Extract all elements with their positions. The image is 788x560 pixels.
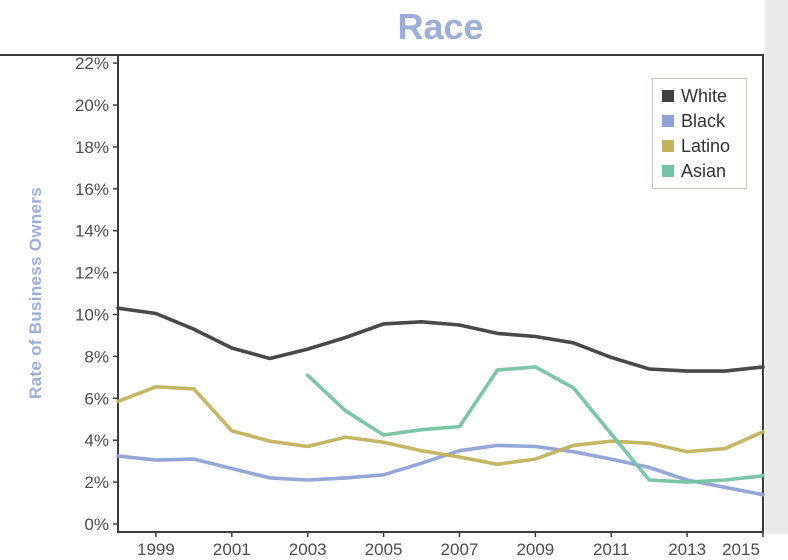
legend-swatch-latino — [662, 140, 674, 152]
legend: White Black Latino Asian — [652, 78, 747, 189]
svg-text:10%: 10% — [75, 306, 109, 325]
page-background-strip — [765, 0, 788, 534]
svg-text:1999: 1999 — [137, 540, 175, 559]
legend-label-white: White — [681, 86, 728, 106]
legend-label-latino: Latino — [681, 136, 731, 156]
svg-text:2001: 2001 — [213, 540, 251, 559]
svg-text:14%: 14% — [75, 222, 109, 241]
legend-swatch-asian — [662, 165, 674, 177]
svg-text:12%: 12% — [75, 264, 109, 283]
legend-label-black: Black — [681, 111, 726, 131]
svg-text:2011: 2011 — [593, 540, 630, 559]
svg-text:2015: 2015 — [722, 540, 760, 559]
svg-text:4%: 4% — [84, 431, 109, 450]
legend-item-black: Black — [662, 112, 746, 130]
svg-text:2007: 2007 — [441, 540, 479, 559]
svg-text:16%: 16% — [75, 180, 109, 199]
svg-text:2003: 2003 — [289, 540, 327, 559]
legend-swatch-white — [662, 90, 674, 102]
legend-item-white: White — [662, 87, 746, 105]
svg-text:8%: 8% — [84, 347, 109, 366]
legend-item-latino: Latino — [662, 137, 746, 155]
svg-text:6%: 6% — [84, 389, 109, 408]
legend-swatch-black — [662, 115, 674, 127]
chart-title: Race — [397, 6, 484, 47]
legend-label-asian: Asian — [681, 161, 727, 181]
svg-text:20%: 20% — [75, 96, 109, 115]
svg-text:0%: 0% — [84, 515, 109, 534]
legend-item-asian: Asian — [662, 162, 746, 180]
svg-text:2013: 2013 — [668, 540, 706, 559]
svg-text:2009: 2009 — [516, 540, 554, 559]
svg-text:2005: 2005 — [365, 540, 403, 559]
svg-text:18%: 18% — [75, 138, 109, 157]
svg-text:2%: 2% — [84, 473, 109, 492]
svg-text:22%: 22% — [75, 54, 109, 73]
